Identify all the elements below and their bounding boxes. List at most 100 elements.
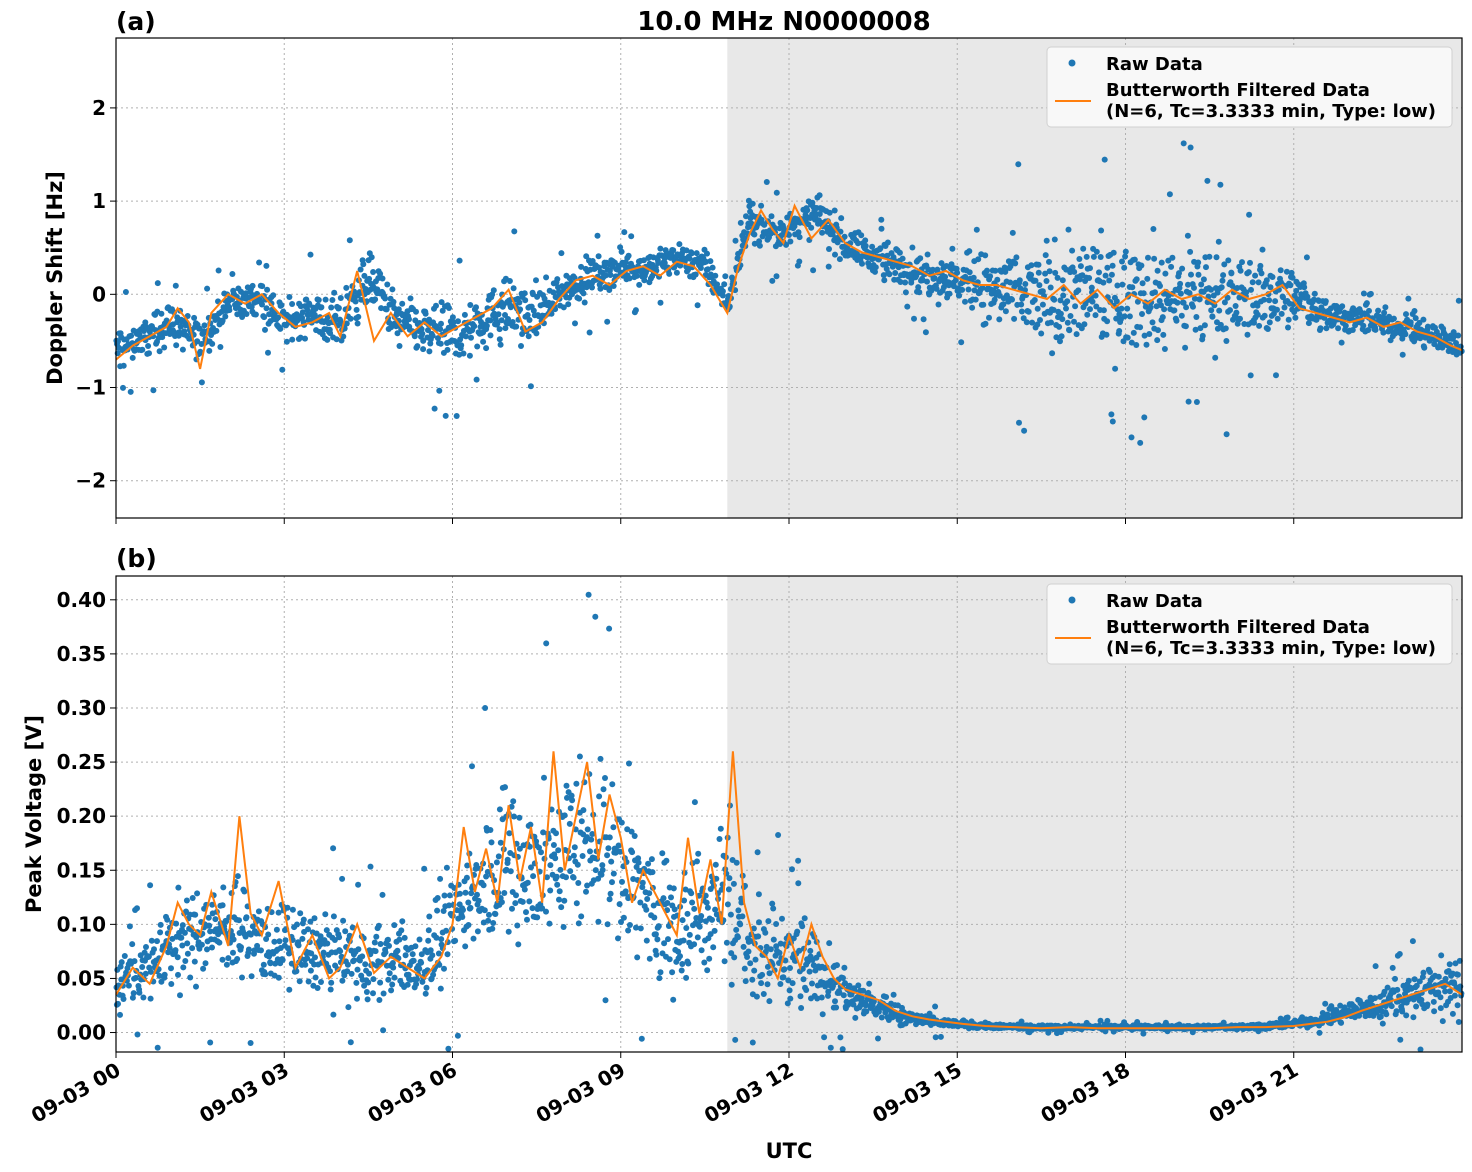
- raw-data-point: [1455, 297, 1462, 304]
- raw-data-point: [181, 328, 188, 335]
- raw-data-point: [518, 343, 524, 349]
- raw-data-point: [275, 974, 282, 981]
- raw-data-point: [920, 316, 927, 323]
- raw-data-point: [694, 302, 701, 309]
- raw-data-point: [252, 311, 259, 318]
- raw-data-point: [372, 948, 379, 955]
- raw-data-point: [277, 325, 284, 332]
- raw-data-point: [492, 911, 499, 917]
- raw-data-point: [935, 301, 942, 308]
- raw-data-point: [317, 933, 324, 940]
- raw-data-point: [683, 974, 690, 981]
- raw-data-point: [200, 965, 207, 972]
- raw-data-point: [1084, 311, 1091, 318]
- raw-data-point: [422, 310, 429, 317]
- raw-data-point: [1159, 314, 1166, 321]
- raw-data-point: [688, 250, 695, 257]
- raw-data-point: [600, 801, 607, 808]
- raw-data-point: [327, 968, 333, 975]
- raw-data-point: [145, 953, 152, 960]
- raw-data-point: [994, 276, 1001, 283]
- raw-data-point: [799, 923, 806, 930]
- raw-data-point: [1255, 279, 1262, 286]
- raw-data-point: [222, 313, 229, 320]
- raw-data-point: [1317, 325, 1324, 332]
- raw-data-point: [305, 926, 311, 933]
- raw-data-point: [1416, 319, 1423, 326]
- raw-data-point: [701, 959, 708, 966]
- raw-data-point: [1140, 290, 1147, 297]
- raw-data-point: [271, 938, 278, 945]
- raw-data-point: [337, 295, 344, 301]
- raw-data-point: [990, 287, 997, 294]
- raw-data-point: [796, 234, 803, 241]
- raw-data-point: [504, 856, 511, 863]
- raw-data-point: [657, 245, 664, 252]
- raw-data-point: [468, 334, 474, 341]
- raw-data-point: [1154, 337, 1161, 344]
- raw-data-point: [176, 329, 183, 336]
- raw-data-point: [1322, 298, 1329, 305]
- raw-data-point: [1122, 253, 1129, 260]
- raw-data-point: [1212, 354, 1219, 361]
- raw-data-point: [819, 229, 826, 236]
- raw-data-point: [1097, 254, 1104, 260]
- raw-data-point: [206, 347, 213, 354]
- raw-data-point: [878, 225, 885, 232]
- raw-data-point: [1430, 998, 1437, 1005]
- raw-data-point: [569, 797, 576, 804]
- raw-data-point: [283, 338, 290, 345]
- raw-data-point: [234, 873, 241, 880]
- raw-data-point: [260, 961, 267, 968]
- raw-data-point: [563, 874, 569, 881]
- raw-data-point: [618, 248, 625, 255]
- raw-data-point: [707, 258, 714, 265]
- panel-b-tag: (b): [116, 544, 157, 573]
- raw-data-point: [444, 951, 451, 958]
- raw-data-point: [482, 705, 489, 711]
- raw-data-point: [189, 895, 196, 901]
- raw-data-point: [522, 297, 529, 304]
- raw-data-point: [1193, 399, 1200, 405]
- raw-data-point: [775, 832, 782, 838]
- raw-data-point: [595, 918, 602, 925]
- raw-data-point: [460, 907, 466, 913]
- raw-data-point: [125, 982, 132, 989]
- raw-data-point: [414, 976, 420, 983]
- raw-data-point: [1093, 303, 1100, 310]
- raw-data-point: [533, 330, 540, 337]
- raw-data-point: [1247, 259, 1253, 266]
- raw-data-point: [1161, 346, 1168, 352]
- y-tick-label: 0.05: [57, 966, 106, 990]
- raw-data-point: [929, 266, 936, 273]
- raw-data-point: [1049, 350, 1056, 357]
- raw-data-point: [635, 859, 642, 866]
- raw-data-point: [607, 890, 614, 897]
- raw-data-point: [1360, 322, 1367, 329]
- raw-data-point: [644, 896, 651, 902]
- raw-data-point: [1046, 258, 1052, 265]
- raw-data-point: [1080, 245, 1087, 252]
- raw-data-point: [264, 286, 271, 293]
- raw-data-point: [413, 308, 419, 315]
- raw-data-point: [422, 990, 429, 997]
- x-tick-label: 09-03 06: [363, 1058, 461, 1128]
- raw-data-point: [179, 942, 186, 949]
- raw-data-point: [297, 910, 304, 917]
- raw-data-point: [1209, 313, 1216, 320]
- raw-data-point: [498, 317, 505, 324]
- raw-data-point: [1065, 226, 1072, 233]
- raw-data-point: [270, 292, 277, 299]
- raw-data-point: [483, 322, 490, 329]
- raw-data-point: [1144, 275, 1151, 282]
- y-tick-label: 1: [92, 189, 106, 213]
- raw-data-point: [469, 763, 475, 770]
- y-axis-label-a: Doppler Shift [Hz]: [43, 171, 67, 385]
- raw-data-point: [131, 958, 138, 965]
- raw-data-point: [382, 949, 389, 956]
- raw-data-point: [965, 286, 972, 293]
- raw-data-point: [173, 342, 180, 349]
- raw-data-point: [452, 937, 459, 944]
- raw-data-point: [446, 305, 452, 311]
- x-tick-label: 09-03 12: [700, 1058, 798, 1128]
